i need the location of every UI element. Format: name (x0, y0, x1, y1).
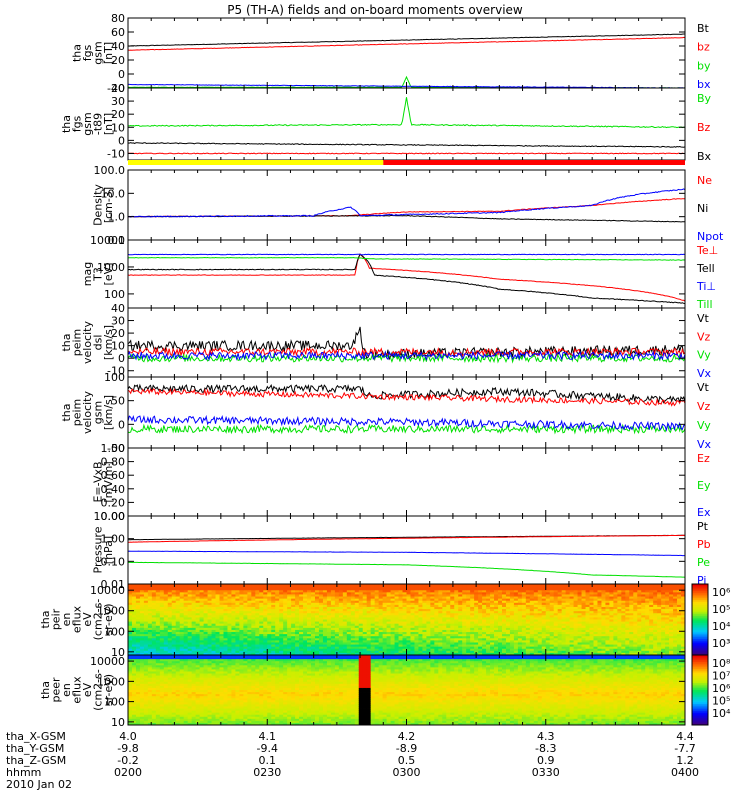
legend-entry: Vt (697, 312, 710, 325)
series-line-peim_velocity_2-2 (128, 425, 685, 433)
legend-entry: Te⊥ (696, 244, 718, 257)
legend-entry: Ez (697, 452, 710, 465)
legend-entry: Vy (697, 419, 711, 432)
panel-frame (128, 308, 685, 377)
y-axis-label: [nPa] (102, 536, 115, 564)
legend-entry: Pt (697, 520, 709, 533)
y-axis-label: [eV] (102, 263, 115, 286)
legend-entry: Vt (697, 381, 710, 394)
series-line-fgs_gsm_t89-1 (128, 153, 685, 154)
y-axis-label: [mV/m] (102, 461, 115, 502)
y-axis-label: [cm-3] (102, 187, 115, 223)
legend-entry: Bz (697, 121, 711, 134)
legend-entry: Pe (697, 556, 710, 569)
y-tick-label: 1.00 (101, 442, 126, 455)
y-tick-label: 10.00 (94, 510, 126, 523)
series-line-temperature-1 (128, 254, 685, 303)
y-tick-label: 60 (111, 26, 125, 39)
y-tick-label: 0 (118, 134, 125, 147)
panel-frame (128, 448, 685, 516)
panel-frame (128, 240, 685, 308)
series-line-pressure-3 (128, 551, 685, 556)
legend-entry: Ti⊥ (696, 280, 716, 293)
panel-frame (128, 516, 685, 584)
legend-entry: By (697, 92, 712, 105)
chart-title: P5 (TH-A) fields and on-board moments ov… (227, 3, 523, 17)
series-line-peim_velocity_2-1 (128, 389, 685, 406)
series-line-fgs_gsm-1 (128, 37, 685, 50)
panel-efield: EzEyEx0.000.200.400.600.801.00E=-VxB[mV/… (92, 442, 711, 523)
y-tick-label: 100.0 (94, 164, 126, 177)
y-tick-label: 0 (118, 352, 125, 365)
y-tick-label: 0 (118, 68, 125, 81)
y-axis-label: [km/s] (102, 325, 115, 360)
series-line-temperature-3 (128, 258, 685, 261)
legend-entry: Ne (697, 174, 712, 187)
legend-entry: Ex (697, 506, 711, 519)
legend-entry: Ni (697, 202, 708, 215)
y-tick-label: 10000 (90, 234, 125, 247)
series-line-fgs_gsm_t89-2 (128, 143, 685, 148)
legend-entry: bx (697, 78, 711, 91)
y-axis-label: [nT] (102, 113, 115, 135)
panel-peir_spectrogram: 10³10⁴10⁵10⁶10100100010000thapeireneflux… (39, 584, 731, 659)
legend-entry: Npot (697, 230, 724, 243)
legend-entry: Vy (697, 349, 711, 362)
heatmap-peir_spectrogram (128, 584, 685, 655)
legend-entry: bz (697, 41, 710, 54)
y-tick-label: 100 (104, 371, 125, 384)
legend-entry: Vx (697, 438, 712, 451)
series-line-density-2 (128, 189, 685, 217)
panel-peim_velocity_1: VtVzVyVx-10010203040thapeimvelocitydsl[k… (60, 302, 712, 380)
y-tick-label: 40 (111, 302, 125, 315)
legend-entry: Ey (697, 479, 711, 492)
legend-entry: Tell (696, 262, 715, 275)
legend-entry: Pb (697, 538, 711, 551)
legend-entry: by (697, 59, 711, 72)
y-tick-label: 30 (111, 95, 125, 108)
legend-entry: Vz (697, 400, 711, 413)
panel-peim_velocity_2: VtVzVyVx-50050100thapeimvelocitygsm[km/s… (60, 371, 712, 455)
y-tick-label: 80 (111, 12, 125, 25)
y-axis-label: [nT] (102, 42, 115, 64)
series-line-fgs_gsm_t89-0 (128, 97, 685, 127)
legend-entry: Bt (697, 22, 710, 35)
y-tick-label: 40 (111, 82, 125, 95)
y-tick-label: -10 (107, 147, 125, 160)
y-tick-label: 0 (118, 418, 125, 431)
legend-entry: Till (696, 298, 713, 311)
y-axis-label: [km/s] (102, 395, 115, 430)
series-line-pressure-2 (128, 562, 685, 577)
y-tick-label: 100 (104, 288, 125, 301)
legend-entry: Bx (697, 150, 712, 163)
legend-entry: Vx (697, 367, 712, 380)
legend-entry: Vz (697, 330, 711, 343)
